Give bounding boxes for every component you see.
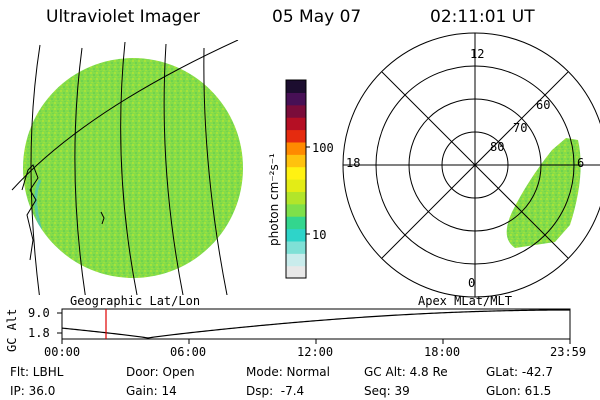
colorbar-segment	[286, 92, 306, 106]
earth-disk	[23, 58, 243, 278]
colorbar-segment	[286, 228, 306, 242]
mlt-label-6: 6	[577, 156, 585, 170]
filter-info: Flt: LBHL	[10, 365, 64, 379]
color-scale-frame	[285, 79, 307, 279]
polar-plot	[342, 32, 600, 298]
colorbar-segment	[286, 117, 306, 131]
time-tick-2: 12:00	[297, 345, 334, 359]
mlt-label-18: 18	[346, 156, 361, 170]
colorbar-segment	[286, 166, 306, 180]
color-scale-bar	[286, 80, 306, 279]
colorbar-label-10: 10	[312, 228, 327, 242]
door-info: Door: Open	[126, 365, 195, 379]
time-label: 02:11:01 UT	[430, 7, 535, 27]
time-tick-1: 06:00	[170, 345, 207, 359]
time-tick-0: 00:00	[44, 345, 81, 359]
date-label: 05 May 07	[272, 7, 362, 27]
gain-info: Gain: 14	[126, 384, 177, 398]
mlat-label-70: 70	[513, 121, 528, 135]
colorbar-segment	[286, 253, 306, 267]
dsp-info: Dsp: -7.4	[246, 384, 305, 398]
colorbar-unit-label: photon cm⁻²s⁻¹	[267, 153, 281, 246]
gc-alt-info: GC Alt: 4.8 Re	[364, 365, 448, 379]
colorbar-segment	[286, 129, 306, 143]
colorbar-segment	[286, 240, 306, 254]
altitude-max-label: 9.0	[28, 306, 50, 320]
colorbar-segment	[286, 203, 306, 217]
geographic-panel-label: Geographic Lat/Lon	[70, 294, 201, 308]
colorbar-segment	[286, 141, 306, 155]
glat-info: GLat: -42.7	[486, 365, 553, 379]
colorbar-segment	[286, 191, 306, 205]
ip-info: IP: 36.0	[10, 384, 56, 398]
altitude-curve	[61, 309, 570, 339]
mlat-label-80: 80	[490, 140, 505, 154]
mlt-label-12: 12	[470, 47, 485, 61]
colorbar-segment	[286, 154, 306, 168]
polar-panel-label: Apex MLat/MLT	[418, 294, 512, 308]
glon-info: GLon: 61.5	[486, 384, 552, 398]
graticule	[11, 40, 239, 295]
colorbar-segment	[286, 179, 306, 192]
time-tick-4: 23:59	[550, 345, 587, 359]
colorbar-segment	[286, 80, 306, 93]
colorbar-segment	[286, 216, 306, 230]
altitude-axis-label: GC Alt	[5, 308, 19, 352]
geographic-view	[11, 40, 243, 295]
mlat-label-60: 60	[536, 98, 551, 112]
colorbar-label-100: 100	[312, 141, 334, 155]
instrument-title: Ultraviolet Imager	[46, 7, 200, 27]
seq-info: Seq: 39	[364, 384, 410, 398]
altitude-frame	[61, 308, 571, 340]
colorbar-segment	[286, 104, 306, 118]
colorbar-segment	[286, 265, 306, 279]
altitude-strip	[57, 308, 571, 344]
altitude-min-label: 1.8	[28, 326, 50, 340]
time-tick-3: 18:00	[424, 345, 461, 359]
mode-info: Mode: Normal	[246, 365, 330, 379]
mlt-label-0: 0	[468, 276, 476, 290]
